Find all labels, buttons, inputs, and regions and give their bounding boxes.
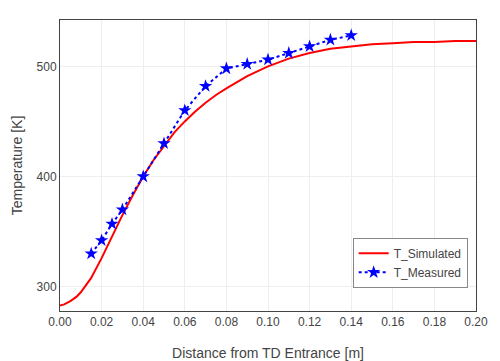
svg-text:T_Simulated: T_Simulated (394, 247, 461, 261)
svg-text:Temperature [K]: Temperature [K] (9, 116, 25, 216)
svg-text:0.04: 0.04 (132, 315, 156, 329)
svg-text:0.08: 0.08 (215, 315, 239, 329)
svg-text:500: 500 (37, 60, 57, 74)
svg-text:0.20: 0.20 (464, 315, 488, 329)
svg-text:0.16: 0.16 (381, 315, 405, 329)
svg-text:0.12: 0.12 (298, 315, 322, 329)
svg-text:0.00: 0.00 (48, 315, 72, 329)
svg-text:0.18: 0.18 (423, 315, 447, 329)
svg-text:0.06: 0.06 (173, 315, 197, 329)
svg-text:300: 300 (37, 280, 57, 294)
svg-text:0.02: 0.02 (90, 315, 114, 329)
svg-text:0.14: 0.14 (340, 315, 364, 329)
svg-text:Distance from TD Entrance [m]: Distance from TD Entrance [m] (172, 345, 364, 361)
svg-text:0.10: 0.10 (256, 315, 280, 329)
svg-text:400: 400 (37, 170, 57, 184)
svg-text:T_Measured: T_Measured (394, 266, 461, 280)
